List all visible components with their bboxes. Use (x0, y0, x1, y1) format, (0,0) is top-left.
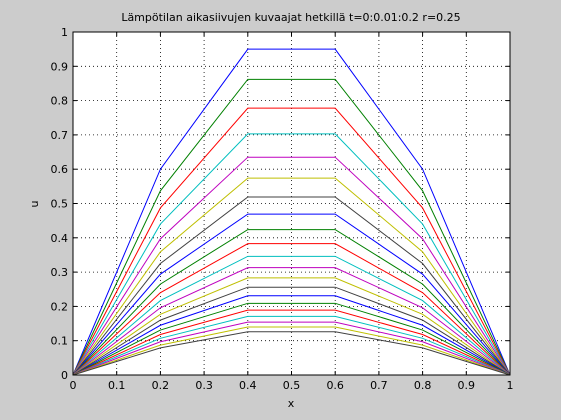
x-tick-label: 0.8 (414, 379, 432, 392)
series-line (72, 267, 511, 376)
series-line (72, 309, 511, 376)
series-line (72, 213, 511, 376)
y-tick-label: 0.4 (51, 232, 69, 245)
series-line (72, 78, 511, 376)
x-tick-label: 0.3 (195, 379, 213, 392)
x-tick-label: 0.4 (239, 379, 257, 392)
series-line (72, 302, 511, 376)
y-tick-label: 1 (61, 26, 68, 39)
y-tick-label: 0 (61, 369, 68, 382)
y-tick-label: 0.3 (51, 266, 69, 279)
series-line (72, 196, 511, 376)
x-tick-label: 1 (507, 379, 514, 392)
series-line (72, 156, 511, 376)
axis-ticks: 0 0.1 0.2 0.3 0.4 0.5 0.6 0.7 0.8 0.9 1 0 0.1 0.2 0.3 0… (51, 26, 514, 392)
y-tick-label: 0.6 (51, 163, 69, 176)
x-tick-label: 0.1 (108, 379, 126, 392)
y-tick-label: 0.7 (51, 129, 69, 142)
series-line (72, 326, 511, 376)
series-line (72, 331, 511, 376)
series-line (72, 277, 511, 376)
plot-area (73, 32, 510, 375)
x-tick-label: 0.2 (152, 379, 170, 392)
y-axis-label: u (28, 201, 41, 208)
series-line (72, 295, 511, 376)
chart-title: Lämpötilan aikasiivujen kuvaajat hetkill… (121, 11, 460, 24)
series-line (72, 255, 511, 376)
series-line (72, 315, 511, 376)
x-tick-label: 0.5 (283, 379, 301, 392)
series-line (72, 48, 511, 376)
x-tick-label: 0.9 (458, 379, 476, 392)
y-tick-label: 0.8 (51, 95, 69, 108)
series-line (72, 133, 511, 376)
series-line (72, 229, 511, 376)
y-tick-label: 0.2 (51, 300, 69, 313)
y-tick-label: 0.5 (51, 198, 69, 211)
series-line (72, 243, 511, 376)
x-axis-label: x (288, 397, 295, 410)
series-line (72, 177, 511, 376)
series-lines (72, 48, 511, 376)
series-line (72, 321, 511, 376)
y-tick-label: 0.1 (51, 335, 69, 348)
x-tick-label: 0 (70, 379, 77, 392)
series-line (72, 107, 511, 376)
x-tick-label: 0.6 (326, 379, 344, 392)
series-line (72, 286, 511, 376)
x-tick-label: 0.7 (370, 379, 388, 392)
y-tick-label: 0.9 (51, 60, 69, 73)
